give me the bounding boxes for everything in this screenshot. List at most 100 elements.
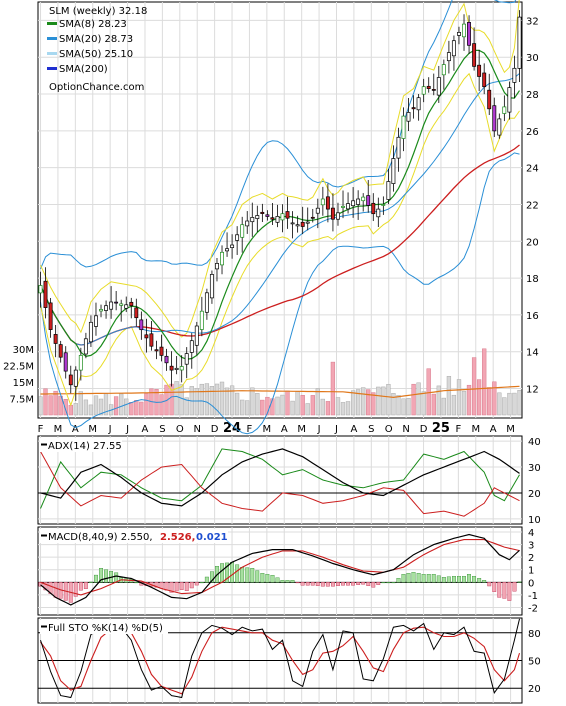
volume-bar <box>512 392 517 416</box>
candle-body <box>83 338 88 355</box>
macd-histogram-bar <box>401 574 406 583</box>
x-tick-label: A <box>72 424 79 435</box>
macd-histogram-bar <box>320 582 325 587</box>
macd-histogram-bar <box>43 582 48 591</box>
volume-bar <box>93 395 99 416</box>
volume-bar <box>219 381 225 416</box>
sto-title: Full STO %K(14) %D(5) <box>48 623 163 634</box>
adx-y-tick-label: 40 <box>528 437 541 448</box>
candle-body <box>144 334 149 339</box>
volume-bar <box>119 393 124 416</box>
volume-bar <box>63 399 68 416</box>
candle-body <box>104 305 108 311</box>
volume-bar <box>234 392 240 416</box>
candle-body <box>441 64 446 76</box>
price-y-tick-label: 14 <box>526 348 539 359</box>
macd-histogram-bar <box>331 582 335 587</box>
envelope-upper-line <box>40 0 520 338</box>
candle-body <box>164 355 169 364</box>
x-tick-label: J <box>334 424 338 435</box>
candle-body <box>290 222 295 225</box>
x-tick-label: F <box>455 424 461 435</box>
x-tick-label: N <box>193 424 200 435</box>
candle-body <box>194 325 199 346</box>
candle-body <box>462 23 466 38</box>
macd-histogram-bar <box>78 582 83 591</box>
macd-histogram-bar <box>53 582 58 598</box>
volume-bar <box>421 391 426 416</box>
volume-bar <box>456 379 462 416</box>
volume-bar <box>204 383 210 416</box>
sto-y-tick-label: 50 <box>528 657 541 668</box>
volume-bar <box>260 399 265 416</box>
macd-histogram-bar <box>240 567 245 583</box>
legend-label: SMA(200) <box>59 64 108 75</box>
macd-histogram-bar <box>497 582 502 598</box>
x-tick-label: S <box>368 424 374 435</box>
candle-body <box>255 215 260 219</box>
candle-body <box>411 107 416 110</box>
macd-histogram-bar <box>452 576 456 583</box>
volume-bar <box>381 386 386 416</box>
candle-body <box>325 196 330 210</box>
adx-title-bg <box>40 438 122 452</box>
macd-y-tick-label: 3 <box>528 541 534 552</box>
volume-bar <box>113 396 119 416</box>
candle-body <box>265 214 270 217</box>
x-tick-label: M <box>297 424 306 435</box>
candle-body <box>310 216 315 219</box>
sma8-line <box>39 49 520 360</box>
volume-bar <box>482 348 487 416</box>
x-tick-label: M <box>54 424 63 435</box>
legend-label: SMA(20) 28.73 <box>59 34 133 45</box>
volume-bar <box>255 393 260 416</box>
volume-bar <box>466 384 472 416</box>
volume-bar <box>275 396 280 416</box>
volume-bar <box>476 379 482 416</box>
macd-histogram-bar <box>351 582 355 586</box>
candle-body <box>129 301 134 307</box>
x-tick-label: D <box>420 424 428 435</box>
macd-y-tick-label: -2 <box>528 603 538 614</box>
volume-bar <box>461 390 467 416</box>
x-tick-label: J <box>108 424 112 435</box>
macd-histogram-bar <box>462 576 466 583</box>
volume-bar <box>88 404 94 416</box>
macd-histogram-bar <box>441 577 446 583</box>
macd-histogram-bar <box>184 582 189 591</box>
candle-body <box>341 205 345 208</box>
volume-bar <box>159 394 164 416</box>
volume-bar <box>214 383 220 416</box>
macd-histogram-bar <box>341 582 345 586</box>
bollinger-upper-line <box>40 0 517 270</box>
macd-histogram-bar <box>431 574 436 583</box>
macd-histogram-bar <box>426 574 431 583</box>
macd-y-tick-label: 2 <box>528 553 534 564</box>
volume-bar <box>68 404 73 416</box>
volume-bar <box>184 397 189 416</box>
sto-y-tick-label: 80 <box>528 629 541 640</box>
candle-body <box>300 221 305 227</box>
macd-histogram-bar <box>83 582 88 589</box>
x-tick-label: O <box>176 424 184 435</box>
candle-body <box>179 366 184 371</box>
candle-body <box>240 224 245 238</box>
candle-body <box>48 302 53 330</box>
macd-histogram-bar <box>99 568 104 583</box>
volume-bar <box>315 388 320 416</box>
macd-histogram-bar <box>199 582 204 584</box>
candle-body <box>305 221 310 224</box>
candle-body <box>94 315 98 327</box>
volume-bar <box>386 384 391 416</box>
candle-body <box>401 115 406 139</box>
volume-bar <box>43 388 48 416</box>
macd-histogram-bar <box>179 582 184 590</box>
volume-bar <box>144 393 149 416</box>
x-tick-label: 25 <box>432 421 450 436</box>
candle-body <box>139 319 144 331</box>
price-y-tick-label: 30 <box>526 53 539 64</box>
macd-histogram-bar <box>421 574 426 583</box>
candle-body <box>507 87 512 113</box>
volume-bar <box>451 394 457 416</box>
x-tick-label: M <box>471 424 480 435</box>
